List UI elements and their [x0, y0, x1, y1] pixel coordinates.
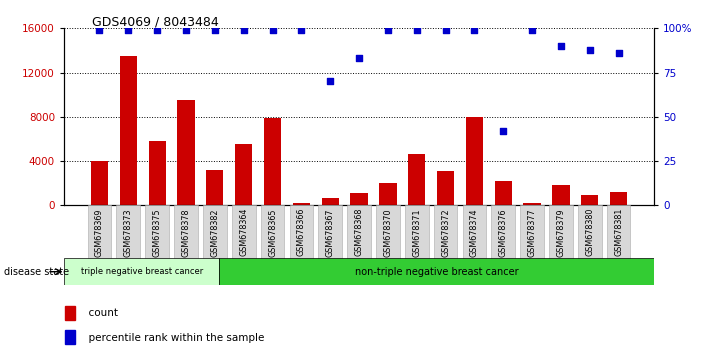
Text: GSM678365: GSM678365	[268, 208, 277, 257]
Point	[469, 27, 480, 33]
Bar	[351, 193, 368, 205]
Text: GSM678378: GSM678378	[181, 208, 191, 257]
Text: disease state: disease state	[4, 267, 69, 277]
Point	[498, 128, 509, 134]
Point	[411, 27, 422, 33]
Text: GSM678382: GSM678382	[210, 208, 219, 257]
FancyBboxPatch shape	[578, 205, 602, 260]
Bar	[219, 258, 654, 285]
Point	[383, 27, 394, 33]
FancyBboxPatch shape	[203, 205, 227, 260]
Point	[555, 43, 567, 49]
Text: GSM678366: GSM678366	[297, 208, 306, 256]
FancyBboxPatch shape	[232, 205, 255, 260]
Text: GDS4069 / 8043484: GDS4069 / 8043484	[92, 16, 219, 29]
Point	[122, 27, 134, 33]
Bar	[437, 171, 454, 205]
FancyBboxPatch shape	[549, 205, 573, 260]
Point	[94, 27, 105, 33]
Point	[267, 27, 278, 33]
Point	[296, 27, 307, 33]
Bar	[149, 141, 166, 205]
Point	[238, 27, 250, 33]
Text: GSM678379: GSM678379	[557, 208, 565, 257]
Text: GSM678376: GSM678376	[499, 208, 508, 257]
Text: GSM678380: GSM678380	[585, 208, 594, 256]
Text: GSM678381: GSM678381	[614, 208, 623, 256]
FancyBboxPatch shape	[376, 205, 400, 260]
Text: GSM678369: GSM678369	[95, 208, 104, 257]
Text: GSM678374: GSM678374	[470, 208, 479, 257]
Text: GSM678364: GSM678364	[239, 208, 248, 256]
Bar	[581, 195, 599, 205]
FancyBboxPatch shape	[87, 205, 112, 260]
Text: GSM678371: GSM678371	[412, 208, 421, 257]
Bar	[64, 258, 219, 285]
Bar	[610, 192, 627, 205]
FancyBboxPatch shape	[319, 205, 342, 260]
FancyBboxPatch shape	[174, 205, 198, 260]
Point	[526, 27, 538, 33]
Text: GSM678375: GSM678375	[153, 208, 161, 257]
Point	[613, 50, 624, 56]
FancyBboxPatch shape	[117, 205, 140, 260]
Bar	[177, 100, 195, 205]
Bar	[466, 117, 483, 205]
FancyBboxPatch shape	[261, 205, 284, 260]
Text: GSM678377: GSM678377	[528, 208, 537, 257]
FancyBboxPatch shape	[463, 205, 486, 260]
Bar	[321, 198, 339, 205]
Bar	[495, 181, 512, 205]
FancyBboxPatch shape	[606, 205, 631, 260]
FancyBboxPatch shape	[145, 205, 169, 260]
Text: percentile rank within the sample: percentile rank within the sample	[82, 333, 264, 343]
Text: non-triple negative breast cancer: non-triple negative breast cancer	[355, 267, 518, 277]
Bar	[293, 203, 310, 205]
Point	[324, 79, 336, 84]
Text: count: count	[82, 308, 118, 318]
Bar	[206, 170, 223, 205]
Bar	[91, 161, 108, 205]
Bar	[235, 144, 252, 205]
Bar	[552, 185, 570, 205]
Bar	[408, 154, 425, 205]
FancyBboxPatch shape	[405, 205, 429, 260]
Text: GSM678372: GSM678372	[441, 208, 450, 257]
Bar	[523, 203, 541, 205]
Bar	[379, 183, 397, 205]
Text: triple negative breast cancer: triple negative breast cancer	[80, 267, 203, 276]
Text: GSM678370: GSM678370	[383, 208, 392, 257]
Point	[181, 27, 192, 33]
Text: GSM678373: GSM678373	[124, 208, 133, 257]
Bar	[264, 118, 281, 205]
Text: GSM678368: GSM678368	[355, 208, 363, 256]
Bar	[119, 56, 137, 205]
Point	[209, 27, 220, 33]
Text: GSM678367: GSM678367	[326, 208, 335, 257]
FancyBboxPatch shape	[434, 205, 457, 260]
FancyBboxPatch shape	[347, 205, 371, 260]
Point	[584, 47, 596, 52]
FancyBboxPatch shape	[289, 205, 313, 260]
FancyBboxPatch shape	[491, 205, 515, 260]
Point	[353, 56, 365, 61]
Point	[440, 27, 451, 33]
Point	[151, 27, 163, 33]
FancyBboxPatch shape	[520, 205, 544, 260]
